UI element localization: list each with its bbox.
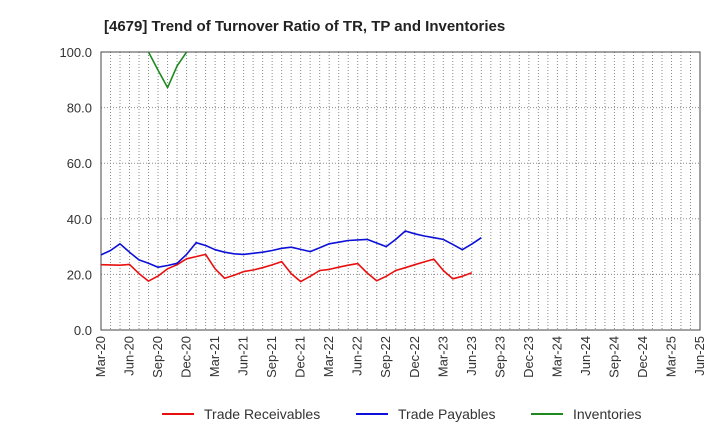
- x-tick-label: Dec-23: [521, 336, 536, 378]
- x-tick-label: Dec-24: [635, 336, 650, 378]
- tick-labels: 0.0 20.0 40.0 60.0 80.0 100.0 Mar-20 Jun-20 Sep-…: [59, 45, 707, 378]
- y-tick-label: 0.0: [74, 323, 92, 338]
- chart-title: [4679] Trend of Turnover Ratio of TR, TP…: [104, 18, 505, 35]
- series-line-trade-payables: [101, 230, 482, 269]
- legend: Trade Receivables Trade Payables Inventori…: [162, 406, 641, 422]
- x-tick-label: Sep-20: [150, 336, 165, 378]
- grid-lines: [101, 51, 700, 330]
- x-tick-label: Jun-23: [464, 336, 479, 376]
- series-lines: [101, 52, 482, 283]
- series-line-trade-receivables: [101, 253, 473, 283]
- x-tick-label: Jun-25: [692, 336, 707, 376]
- plot-frame: [100, 51, 701, 331]
- axes: [100, 51, 701, 331]
- x-tick-label: Mar-20: [93, 336, 108, 377]
- x-tick-label: Sep-22: [378, 336, 393, 378]
- x-tick-label: Jun-21: [236, 336, 251, 376]
- x-tick-label: Sep-21: [264, 336, 279, 378]
- x-tick-label: Mar-25: [663, 336, 678, 377]
- x-tick-label: Mar-23: [435, 336, 450, 377]
- y-tick-label: 60.0: [67, 156, 92, 171]
- legend-label-inventories: Inventories: [573, 406, 641, 422]
- y-tick-label: 80.0: [67, 101, 92, 116]
- x-tick-label: Mar-22: [321, 336, 336, 377]
- y-tick-label: 100.0: [59, 45, 92, 60]
- series-line-inventories: [147, 52, 188, 89]
- x-tick-label: Sep-23: [492, 336, 507, 378]
- x-tick-label: Sep-24: [606, 336, 621, 378]
- x-tick-label: Dec-22: [407, 336, 422, 378]
- x-tick-label: Dec-20: [179, 336, 194, 378]
- legend-label-trade-receivables: Trade Receivables: [204, 406, 320, 422]
- legend-label-trade-payables: Trade Payables: [398, 406, 496, 422]
- x-tick-label: Jun-22: [350, 336, 365, 376]
- y-tick-label: 20.0: [67, 267, 92, 282]
- x-tick-label: Mar-24: [549, 336, 564, 377]
- x-tick-label: Jun-24: [578, 336, 593, 376]
- x-tick-label: Jun-20: [122, 336, 137, 376]
- x-tick-label: Mar-21: [207, 336, 222, 377]
- x-tick-label: Dec-21: [293, 336, 308, 378]
- y-tick-label: 40.0: [67, 212, 92, 227]
